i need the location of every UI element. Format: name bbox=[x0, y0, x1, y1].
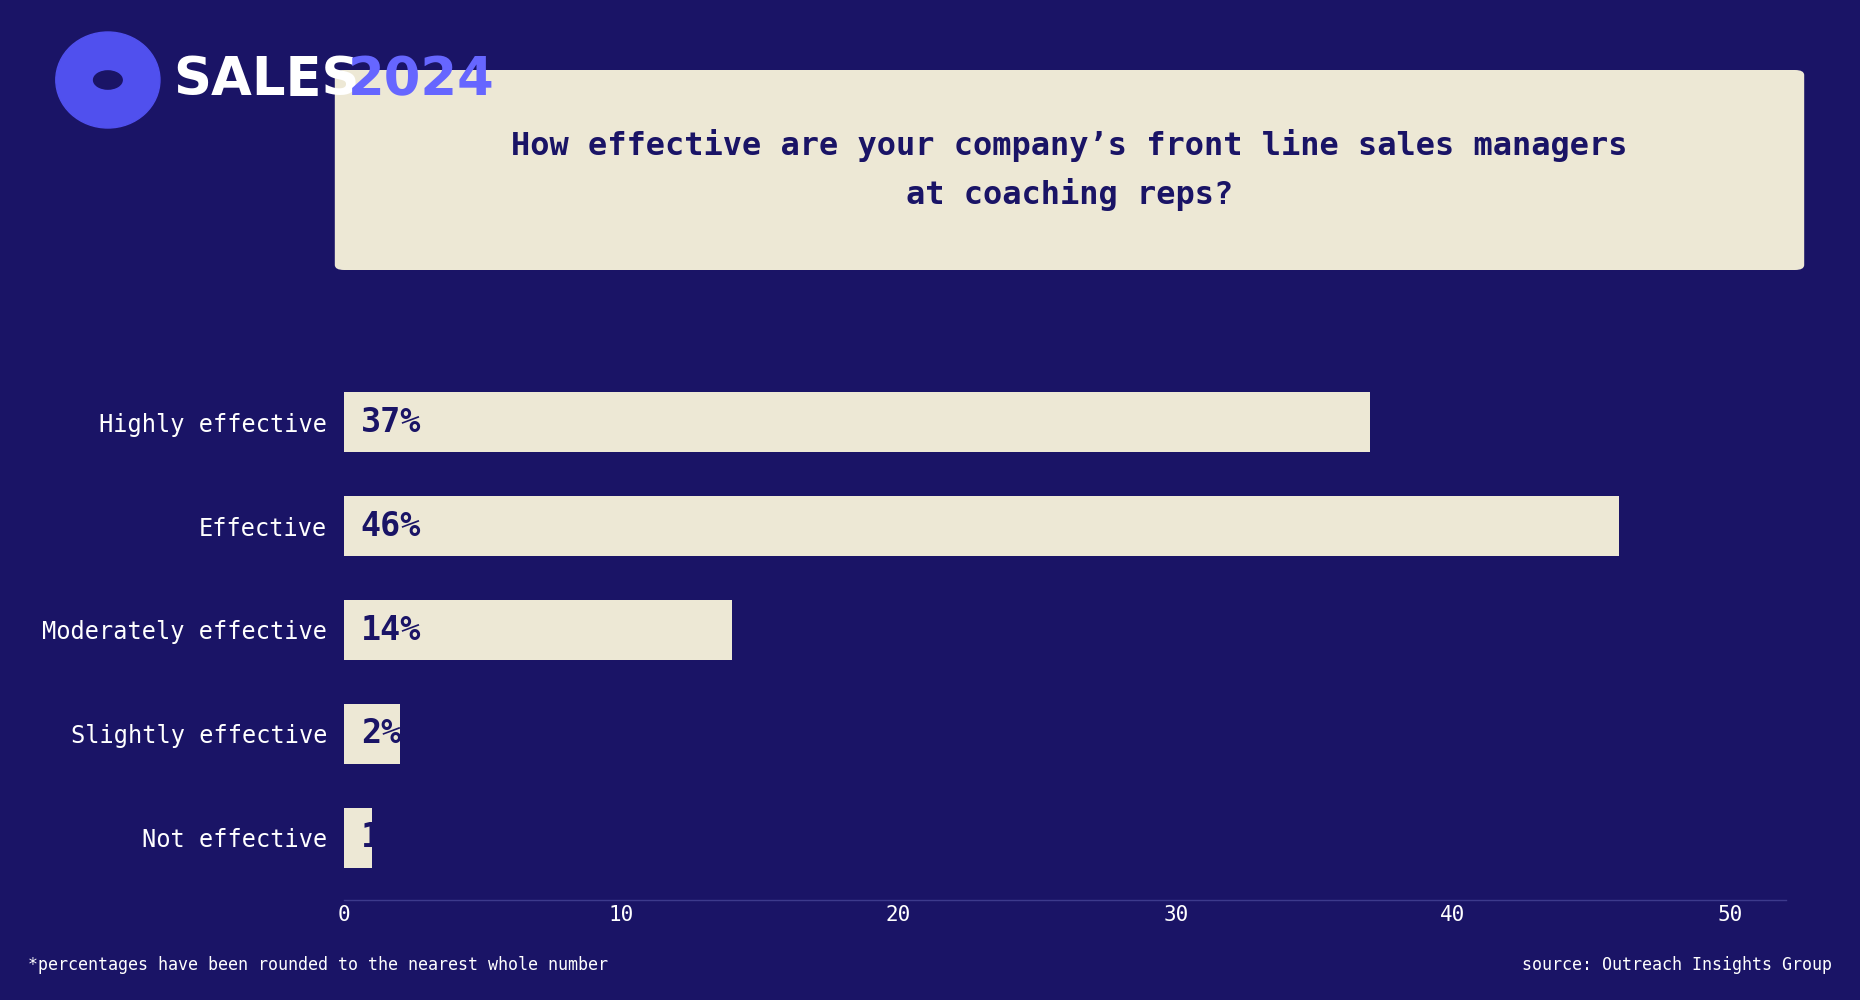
Text: 14%: 14% bbox=[361, 613, 420, 646]
Text: source: Outreach Insights Group: source: Outreach Insights Group bbox=[1521, 956, 1832, 974]
Text: How effective are your company’s front line sales managers
at coaching reps?: How effective are your company’s front l… bbox=[512, 129, 1628, 211]
Text: SALES: SALES bbox=[173, 54, 359, 106]
Text: 37%: 37% bbox=[361, 406, 420, 439]
Text: 1%: 1% bbox=[361, 821, 402, 854]
Bar bbox=[344, 496, 1620, 556]
Text: 2024: 2024 bbox=[348, 54, 495, 106]
Bar bbox=[344, 808, 372, 868]
Bar bbox=[344, 704, 400, 764]
Bar bbox=[344, 600, 733, 660]
Text: 2%: 2% bbox=[361, 717, 402, 750]
Bar bbox=[344, 392, 1369, 452]
Text: 46%: 46% bbox=[361, 510, 420, 543]
Text: *percentages have been rounded to the nearest whole number: *percentages have been rounded to the ne… bbox=[28, 956, 608, 974]
